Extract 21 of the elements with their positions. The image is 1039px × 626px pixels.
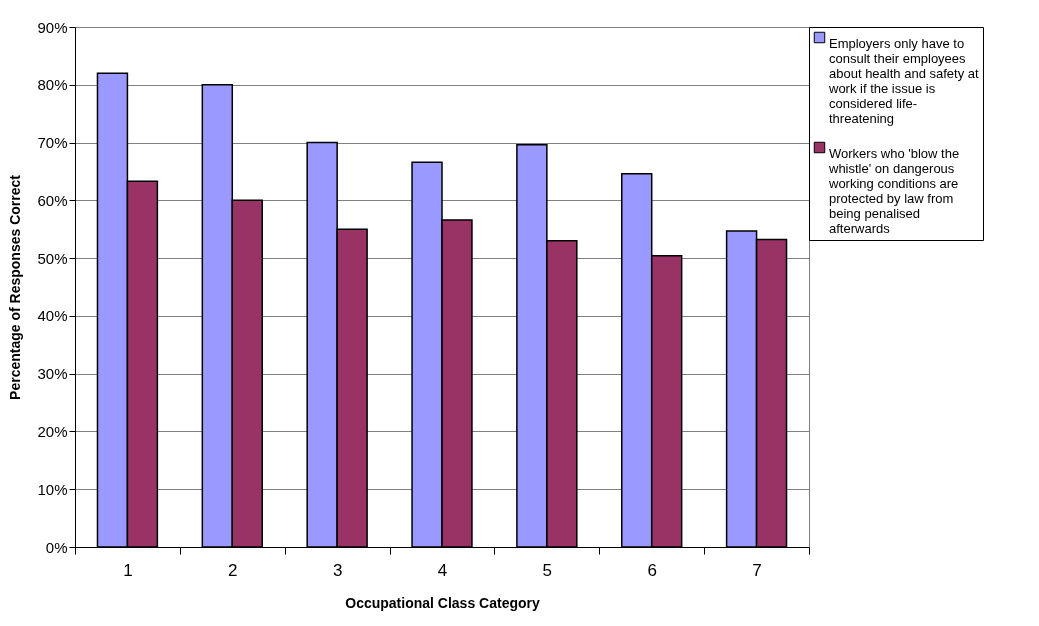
y-tick-label: 20% (37, 422, 68, 440)
y-tick-label: 60% (37, 191, 68, 209)
legend-label: Workers who 'blow the whistle' on dangerous working conditions are protected by law from being penalised afterwards (828, 145, 960, 236)
x-tick-label: 4 (437, 560, 448, 580)
x-tick-label: 6 (647, 560, 657, 580)
x-tick-label: 1 (123, 560, 133, 580)
y-tick-label: 80% (37, 76, 68, 94)
x-tick-label: 2 (228, 560, 238, 580)
y-tick-label: 10% (37, 480, 68, 498)
x-tick-label: 7 (752, 560, 762, 580)
x-tick-label: 3 (332, 560, 343, 580)
y-tick-label: 40% (37, 307, 68, 325)
x-tick-label: 5 (542, 560, 553, 580)
y-axis-title: Percentage of Responses Correct (7, 174, 24, 400)
y-tick-label: 90% (37, 18, 68, 36)
legend-label: Employers only have to consult their employees about health and safety at work if the issue is considered life-threatening (828, 35, 979, 126)
y-tick-label: 30% (37, 365, 68, 383)
y-tick-label: 70% (37, 134, 68, 152)
y-tick-label: 50% (37, 249, 68, 267)
y-tick-label: 0% (45, 538, 68, 556)
x-axis-title: Occupational Class Category (345, 594, 540, 611)
